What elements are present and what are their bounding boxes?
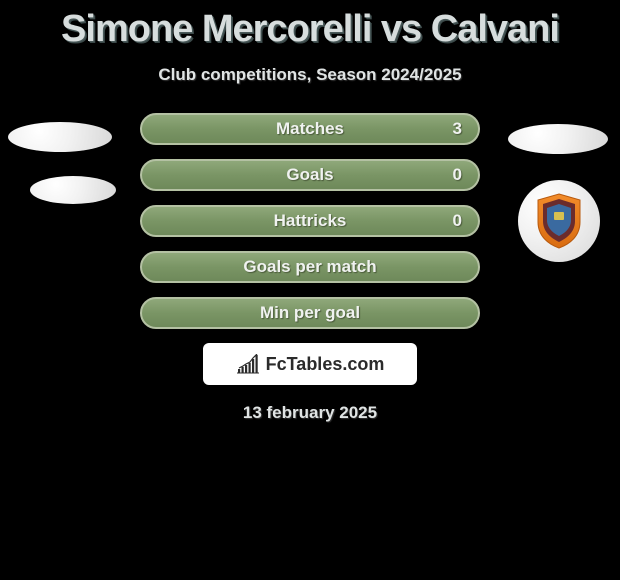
stats-list: Matches 3 Goals 0 Hattricks 0 Goals per …	[140, 113, 480, 329]
club-badge-right	[518, 180, 600, 262]
stat-value: 3	[453, 119, 462, 139]
shield-icon	[534, 192, 584, 250]
bar-chart-icon	[236, 354, 260, 374]
stat-row-goals-per-match: Goals per match	[140, 251, 480, 283]
stat-label: Goals per match	[243, 257, 376, 277]
stat-label: Matches	[276, 119, 344, 139]
stat-row-hattricks: Hattricks 0	[140, 205, 480, 237]
brand-badge: FcTables.com	[203, 343, 417, 385]
date-label: 13 february 2025	[0, 403, 620, 423]
stat-value: 0	[453, 165, 462, 185]
stat-row-goals: Goals 0	[140, 159, 480, 191]
player-avatar-left-1	[8, 122, 112, 152]
stat-label: Min per goal	[260, 303, 360, 323]
page-title: Simone Mercorelli vs Calvani	[0, 0, 620, 51]
page-subtitle: Club competitions, Season 2024/2025	[0, 65, 620, 85]
stat-row-min-per-goal: Min per goal	[140, 297, 480, 329]
player-avatar-right-1	[508, 124, 608, 154]
stat-value: 0	[453, 211, 462, 231]
stat-row-matches: Matches 3	[140, 113, 480, 145]
stat-label: Hattricks	[274, 211, 347, 231]
stat-label: Goals	[286, 165, 333, 185]
comparison-card: Simone Mercorelli vs Calvani Club compet…	[0, 0, 620, 580]
brand-text: FcTables.com	[266, 354, 385, 375]
player-avatar-left-2	[30, 176, 116, 204]
